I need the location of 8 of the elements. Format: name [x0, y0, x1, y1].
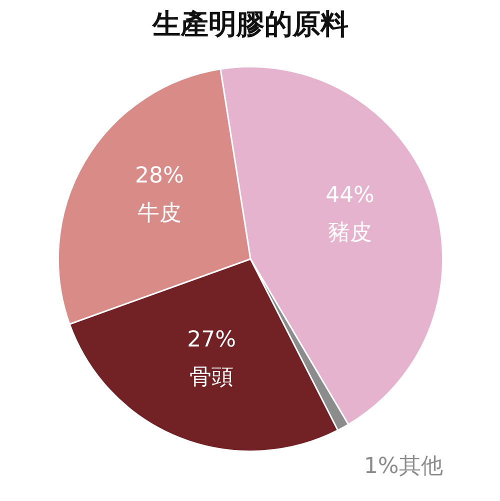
data-label: 27% [187, 328, 236, 353]
slice-label: 豬皮 [328, 220, 372, 246]
chart-title: 生產明膠的原料 [152, 8, 348, 40]
slice-label: 骨頭 [190, 364, 234, 390]
data-label: 28% [135, 164, 184, 189]
slice-label: 1%其他 [364, 454, 443, 480]
slice-label: 牛皮 [137, 200, 182, 226]
data-label: 44% [326, 183, 374, 208]
